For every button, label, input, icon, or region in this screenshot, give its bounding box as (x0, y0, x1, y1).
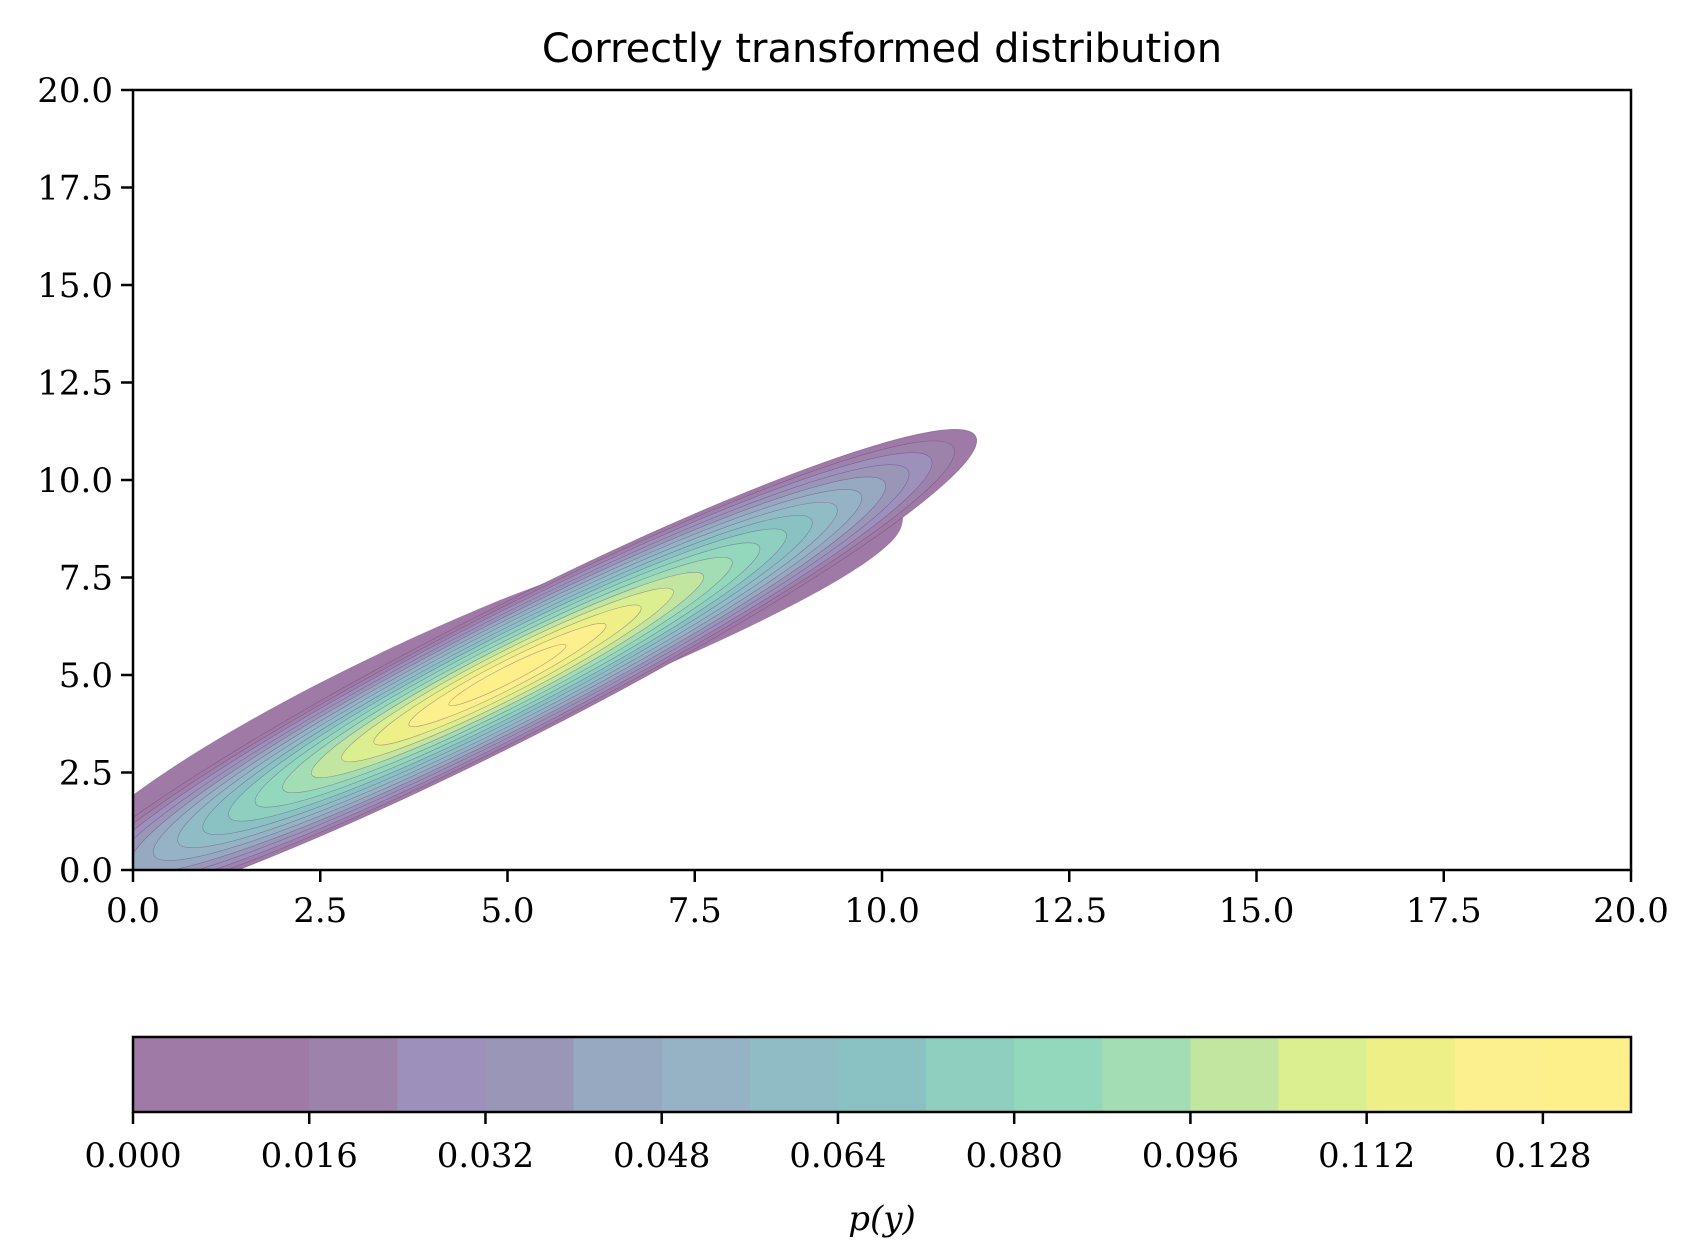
y-tick-label: 7.5 (59, 559, 113, 599)
x-tick-label: 17.5 (1406, 891, 1482, 931)
colorbar-segment (573, 1037, 663, 1112)
colorbar-segment (1366, 1037, 1456, 1112)
y-tick-label: 20.0 (37, 71, 113, 111)
colorbar-tick-label: 0.112 (1318, 1136, 1415, 1176)
y-tick-label: 10.0 (37, 461, 113, 501)
colorbar-segment (1102, 1037, 1191, 1112)
colorbar-tick-label: 0.016 (261, 1136, 358, 1176)
colorbar-segment (837, 1037, 927, 1112)
colorbar-segment (485, 1037, 575, 1112)
x-tick-label: 10.0 (844, 891, 920, 931)
y-tick-label: 2.5 (59, 754, 113, 794)
x-tick-label: 15.0 (1219, 891, 1295, 931)
colorbar-tick-label: 0.096 (1142, 1136, 1239, 1176)
colorbar-segment (133, 1037, 222, 1112)
colorbar-segment (1454, 1037, 1544, 1112)
x-axis: 0.0 2.5 5.0 7.5 10.0 12.5 15.0 17.5 20.0 (106, 870, 1669, 931)
colorbar-label: p(y) (848, 1199, 916, 1239)
colorbar-segment (749, 1037, 839, 1112)
x-tick-label: 7.5 (668, 891, 722, 931)
colorbar-tick-label: 0.032 (437, 1136, 534, 1176)
x-tick-label: 0.0 (106, 891, 160, 931)
colorbar-tick-label: 0.128 (1494, 1136, 1591, 1176)
y-tick-label: 15.0 (37, 266, 113, 306)
chart-title: Correctly transformed distribution (542, 26, 1222, 72)
colorbar-tick-label: 0.080 (966, 1136, 1063, 1176)
x-tick-label: 20.0 (1593, 891, 1669, 931)
x-tick-label: 2.5 (293, 891, 347, 931)
colorbar-segment (397, 1037, 486, 1112)
y-tick-label: 17.5 (37, 169, 113, 209)
colorbar-segment (661, 1037, 751, 1112)
y-tick-label: 12.5 (37, 364, 113, 404)
colorbar-segment (926, 1037, 1015, 1112)
y-tick-label: 5.0 (59, 656, 113, 696)
colorbar-axis: 0.000 0.016 0.032 0.048 0.064 0.080 0.096 0.112… (84, 1112, 1592, 1176)
colorbar-segment (1278, 1037, 1368, 1112)
colorbar-segment (221, 1037, 310, 1112)
colorbar-frame (131, 1035, 1633, 1114)
colorbar-segment (1014, 1037, 1103, 1112)
colorbar-segment (1190, 1037, 1280, 1112)
x-tick-label: 12.5 (1031, 891, 1107, 931)
colorbar-tick-label: 0.000 (84, 1136, 181, 1176)
colorbar-tick-label: 0.048 (613, 1136, 710, 1176)
x-tick-label: 5.0 (480, 891, 534, 931)
y-tick-label: 0.0 (59, 851, 113, 891)
colorbar-segment (1542, 1037, 1632, 1112)
contour-plot (133, 428, 978, 870)
y-axis: 0.0 2.5 5.0 7.5 10.0 12.5 15.0 17.5 20.0 (37, 71, 133, 891)
colorbar-segment (309, 1037, 398, 1112)
contour-level-16 (448, 643, 567, 707)
colorbar (133, 1037, 1632, 1112)
colorbar-tick-label: 0.064 (789, 1136, 886, 1176)
